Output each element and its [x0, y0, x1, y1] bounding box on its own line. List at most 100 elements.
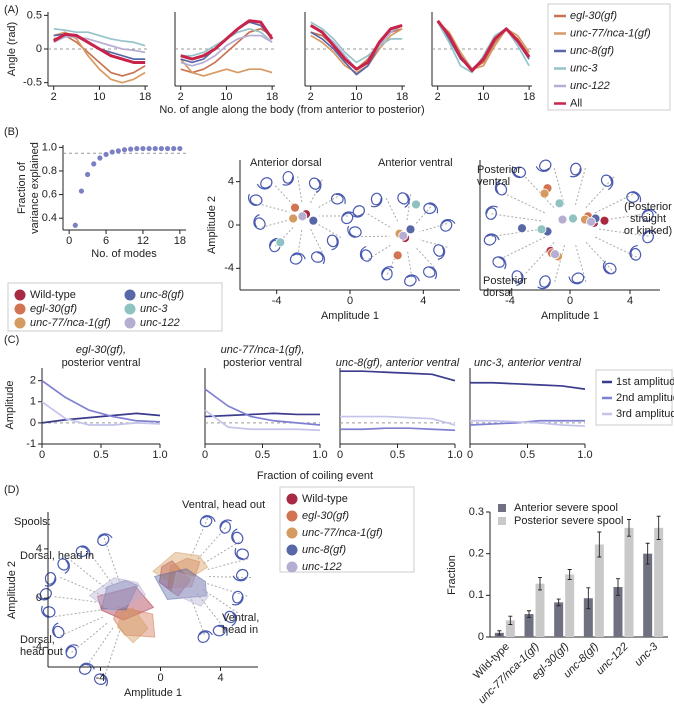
- worm-shape: [256, 177, 273, 190]
- point: [517, 223, 527, 234]
- legend-label: unc-8(gf): [140, 289, 184, 301]
- x-tick-label: -4: [272, 295, 282, 307]
- y-tick-label: 4: [36, 543, 42, 555]
- worm-shape: [494, 179, 508, 196]
- x-tick-label: 18: [139, 91, 151, 103]
- bar: [554, 602, 564, 637]
- point: [128, 146, 134, 152]
- point: [539, 188, 550, 199]
- y-axis-label: Fraction of: [16, 161, 28, 214]
- point: [297, 211, 308, 222]
- worm-shape: [311, 251, 326, 265]
- series-line: [204, 388, 321, 426]
- bar: [624, 527, 634, 637]
- connector: [54, 609, 103, 618]
- connector: [585, 176, 615, 209]
- legend-swatch: [286, 544, 298, 556]
- point: [171, 145, 177, 152]
- legend-box: [595, 369, 673, 426]
- connector: [414, 203, 434, 226]
- x-tick-label: 6: [103, 235, 109, 247]
- error-bar: [586, 587, 591, 610]
- connector: [297, 229, 303, 256]
- y-tick-label: 0.1: [469, 589, 484, 601]
- connector: [196, 593, 224, 627]
- error-bar: [527, 610, 531, 618]
- point: [121, 147, 128, 153]
- connector: [367, 213, 393, 229]
- cluster-region: [88, 577, 147, 613]
- series-line: [41, 379, 161, 423]
- error-bar: [627, 519, 631, 537]
- worm-shape: [282, 170, 294, 186]
- subplot-title: unc-8(gf), anterior ventral: [336, 357, 460, 369]
- worm-shape: [224, 610, 237, 627]
- legend-label: All: [570, 97, 582, 109]
- x-tick-label: 0.5: [93, 449, 108, 461]
- y-tick-label: -4: [224, 262, 234, 274]
- worm-shape: [212, 624, 228, 637]
- subplot-title: unc-77/nca-1(gf),: [221, 344, 305, 356]
- connector: [206, 576, 251, 579]
- connector: [491, 213, 543, 222]
- x-tick-label: 1.0: [312, 449, 327, 461]
- worm-shape: [330, 193, 346, 205]
- legend-label: Posterior severe spool: [514, 515, 623, 527]
- point: [290, 202, 300, 213]
- y-tick-label: 0: [478, 631, 484, 643]
- connector: [202, 541, 240, 565]
- annotation: Ventral, head out: [182, 499, 265, 511]
- y-tick-label: 0.5: [27, 9, 42, 21]
- series-line: [53, 27, 146, 47]
- connector: [574, 167, 586, 206]
- worm-shape: [36, 588, 52, 601]
- bar: [594, 544, 604, 637]
- worm-shape: [535, 159, 552, 172]
- connector: [414, 246, 435, 268]
- legend-label: egl-30(gf): [570, 10, 617, 22]
- connector: [503, 235, 547, 258]
- point: [72, 222, 78, 228]
- connector: [525, 241, 555, 274]
- cluster-region: [116, 607, 149, 644]
- legend-box: [7, 282, 223, 332]
- legend-label: unc-77/nca-1(gf): [30, 317, 111, 329]
- connector: [60, 615, 105, 637]
- connector: [261, 204, 290, 213]
- series-line: [180, 34, 273, 67]
- worm-shape: [492, 256, 507, 270]
- point: [140, 145, 146, 152]
- worm-shape: [253, 213, 266, 230]
- legend-label: Anterior severe spool: [514, 502, 618, 514]
- legend-label: unc-8(gf): [570, 45, 614, 57]
- x-tick-label: 0: [347, 295, 353, 307]
- x-tick-label: 0.5: [520, 449, 535, 461]
- series-line: [53, 31, 146, 84]
- point: [557, 214, 568, 225]
- point: [586, 216, 596, 227]
- worm-shape: [404, 274, 420, 287]
- worm-shape: [602, 260, 617, 275]
- legend-swatch: [498, 504, 506, 512]
- cluster-region: [153, 568, 207, 600]
- worm-shape: [44, 571, 57, 587]
- series-line: [180, 58, 273, 77]
- legend-label: egl-30(gf): [302, 510, 349, 522]
- point: [103, 151, 109, 158]
- y-tick-label: 0: [228, 219, 234, 231]
- annotation: Posterior: [477, 164, 521, 176]
- x-axis-label: No. of modes: [91, 248, 157, 260]
- x-axis-label: Amplitude 1: [124, 687, 182, 699]
- series-line: [309, 24, 403, 71]
- point: [599, 215, 610, 226]
- series-line: [180, 27, 273, 74]
- error-bar: [497, 630, 502, 636]
- point: [115, 148, 121, 154]
- point: [134, 145, 140, 152]
- y-axis-label: variance explained: [29, 142, 41, 234]
- legend-swatch: [498, 517, 506, 525]
- connector: [54, 596, 103, 604]
- annotation: straight: [630, 213, 666, 225]
- y-tick-label: 1: [30, 396, 36, 408]
